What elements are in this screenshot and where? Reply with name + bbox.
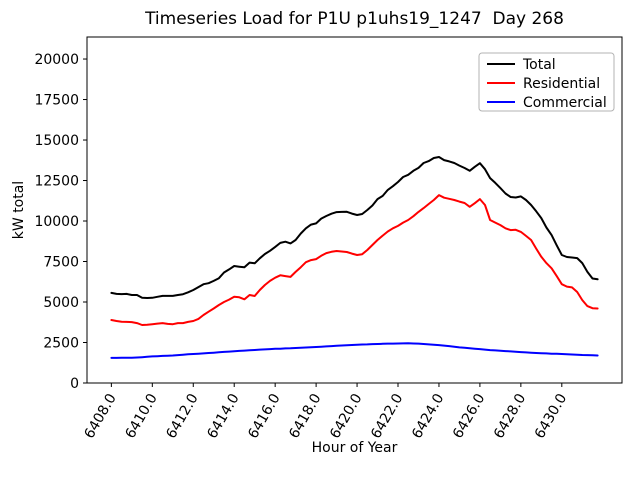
x-tick-label: 6418.0 [286,391,324,441]
y-tick-label: 7500 [43,255,79,271]
x-axis-label: Hour of Year [311,440,398,456]
y-tick-label: 0 [70,376,79,392]
x-tick-label: 6424.0 [409,391,447,441]
x-tick-label: 6430.0 [532,391,570,441]
y-tick-label: 15000 [34,133,79,149]
y-tick-label: 5000 [43,295,79,311]
y-tick-label: 17500 [34,93,79,109]
legend-label-residential: Residential [523,76,600,92]
legend-label-commercial: Commercial [523,95,607,111]
legend-box [478,52,615,112]
y-tick-label: 12500 [34,174,79,190]
x-tick-label: 6426.0 [450,391,488,441]
y-axis-label: kW total [11,180,27,240]
y-tick-label: 20000 [34,52,79,68]
x-tick-label: 6408.0 [81,391,119,441]
legend: Total Residential Commercial [478,52,615,112]
x-tick-label: 6416.0 [245,391,283,441]
legend-label-total: Total [522,57,556,73]
x-tick-label: 6420.0 [327,391,365,441]
series-line-residential [110,194,599,326]
chart-title: Timeseries Load for P1U p1uhs19_1247 Day… [145,9,564,29]
x-tick-label: 6428.0 [491,391,529,441]
x-tick-label: 6414.0 [204,391,242,441]
x-tick-label: 6412.0 [163,391,201,441]
series-line-total [110,156,599,299]
axes-frame [86,36,623,384]
x-tick-label: 6410.0 [122,391,160,441]
series-line-commercial [110,342,599,359]
y-tick-label: 2500 [43,336,79,352]
x-tick-label: 6422.0 [368,391,406,441]
y-tick-label: 10000 [34,214,79,230]
